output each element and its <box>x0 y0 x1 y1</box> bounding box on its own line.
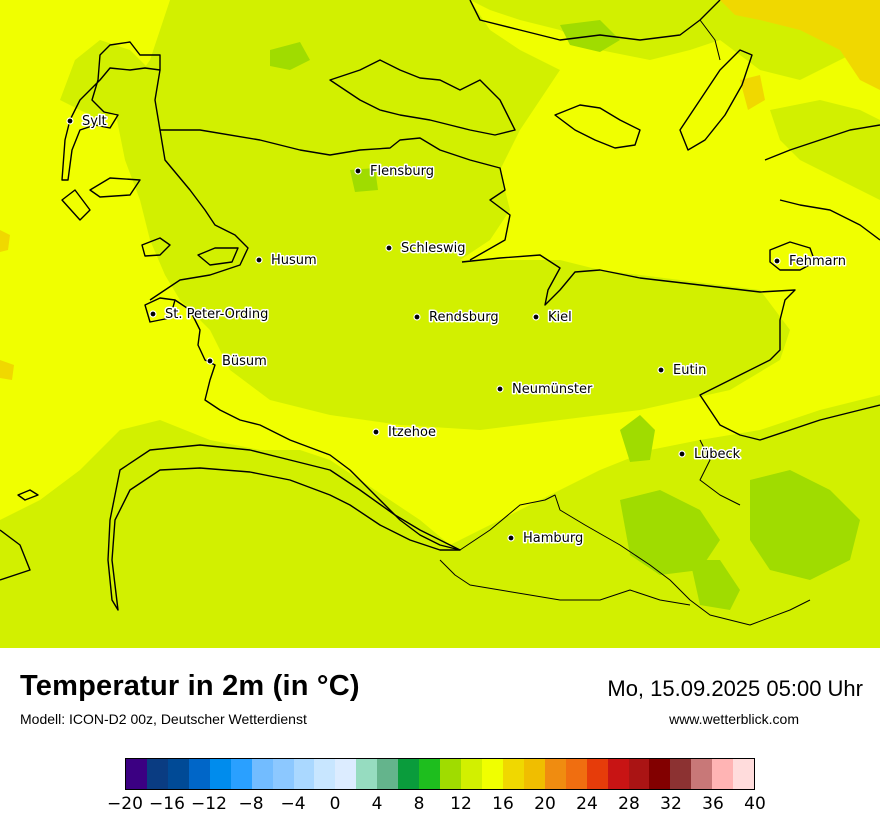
color-scale-segment <box>377 759 398 789</box>
color-scale-segment <box>419 759 440 789</box>
color-scale-tick-label: −16 <box>149 794 185 814</box>
color-scale-tick-label: −4 <box>280 794 305 814</box>
color-scale-segment <box>461 759 482 789</box>
color-scale-segment <box>482 759 503 789</box>
color-scale-tick-label: 4 <box>372 794 383 814</box>
city-label: St. Peter-Ording <box>165 307 268 322</box>
color-scale-segment <box>649 759 670 789</box>
color-scale-tick-label: 36 <box>702 794 724 814</box>
city-marker <box>508 535 514 541</box>
color-scale-tick-label: 0 <box>330 794 341 814</box>
model-info: Modell: ICON-D2 00z, Deutscher Wetterdie… <box>20 711 307 727</box>
city-label: Hamburg <box>523 531 583 546</box>
color-scale-segment <box>126 759 147 789</box>
color-scale-segment <box>712 759 733 789</box>
city-label: Kiel <box>548 310 572 325</box>
city-label: Itzehoe <box>388 425 436 440</box>
color-scale-segment <box>231 759 252 789</box>
city-label: Schleswig <box>401 241 466 256</box>
color-scale-tick-label: −12 <box>191 794 227 814</box>
color-scale-segment <box>629 759 650 789</box>
color-scale-segment <box>524 759 545 789</box>
city-marker <box>386 245 392 251</box>
color-scale-segment <box>691 759 712 789</box>
color-scale-tick-label: 16 <box>492 794 514 814</box>
city-marker <box>150 311 156 317</box>
color-scale-tick-label: 32 <box>660 794 682 814</box>
city-marker <box>658 367 664 373</box>
color-scale-tick-label: 12 <box>450 794 472 814</box>
color-scale-segment <box>398 759 419 789</box>
city-label: Fehmarn <box>789 254 846 269</box>
color-scale-segment <box>440 759 461 789</box>
color-scale-ticks: −20 −16 −12 −8 −4 0 4 8 12 16 20 24 28 32 36 40 <box>125 794 755 818</box>
website-link[interactable]: www.wetterblick.com <box>669 711 799 727</box>
city-marker <box>355 168 361 174</box>
color-scale-segment <box>608 759 629 789</box>
color-scale-segment <box>147 759 168 789</box>
city-label: Büsum <box>222 354 267 369</box>
color-scale-tick-label: 20 <box>534 794 556 814</box>
city-marker <box>774 258 780 264</box>
color-scale-segment <box>356 759 377 789</box>
color-scale-tick-label: 40 <box>744 794 766 814</box>
city-marker <box>207 358 213 364</box>
color-scale-segment <box>566 759 587 789</box>
color-scale-tick-label: 28 <box>618 794 640 814</box>
city-marker <box>256 257 262 263</box>
color-scale-segment <box>503 759 524 789</box>
city-label: Sylt <box>82 114 107 129</box>
color-scale-segment <box>273 759 294 789</box>
color-scale-bar <box>125 758 755 790</box>
color-scale-segment <box>335 759 356 789</box>
legend-footer: Temperatur in 2m (in °C) Modell: ICON-D2… <box>0 648 880 830</box>
city-marker <box>533 314 539 320</box>
city-label: Neumünster <box>512 382 593 397</box>
city-label: Eutin <box>673 363 706 378</box>
color-scale-segment <box>294 759 315 789</box>
map-title: Temperatur in 2m (in °C) <box>20 670 360 703</box>
city-label: Lübeck <box>694 447 741 462</box>
city-label: Rendsburg <box>429 310 499 325</box>
city-label: Flensburg <box>370 164 434 179</box>
city-label: Husum <box>271 253 317 268</box>
color-scale-segment <box>733 759 754 789</box>
temperature-map[interactable]: Sylt Flensburg Husum Schleswig Fehmarn St. Pe… <box>0 0 880 648</box>
city-marker <box>414 314 420 320</box>
color-scale-segment <box>252 759 273 789</box>
color-scale-segment <box>210 759 231 789</box>
color-scale-tick-label: 24 <box>576 794 598 814</box>
color-scale-segment <box>587 759 608 789</box>
color-scale-segment <box>314 759 335 789</box>
color-scale-tick-label: −8 <box>238 794 263 814</box>
city-marker <box>497 386 503 392</box>
color-scale-segment <box>189 759 210 789</box>
color-scale-tick-label: 8 <box>414 794 425 814</box>
color-scale-segment <box>168 759 189 789</box>
city-marker <box>679 451 685 457</box>
color-scale-segment <box>545 759 566 789</box>
forecast-datetime: Mo, 15.09.2025 05:00 Uhr <box>607 676 863 702</box>
color-scale-tick-label: −20 <box>107 794 143 814</box>
city-marker <box>373 429 379 435</box>
city-marker <box>67 118 73 124</box>
color-scale-segment <box>670 759 691 789</box>
map-canvas: Sylt Flensburg Husum Schleswig Fehmarn St. Pe… <box>0 0 880 648</box>
